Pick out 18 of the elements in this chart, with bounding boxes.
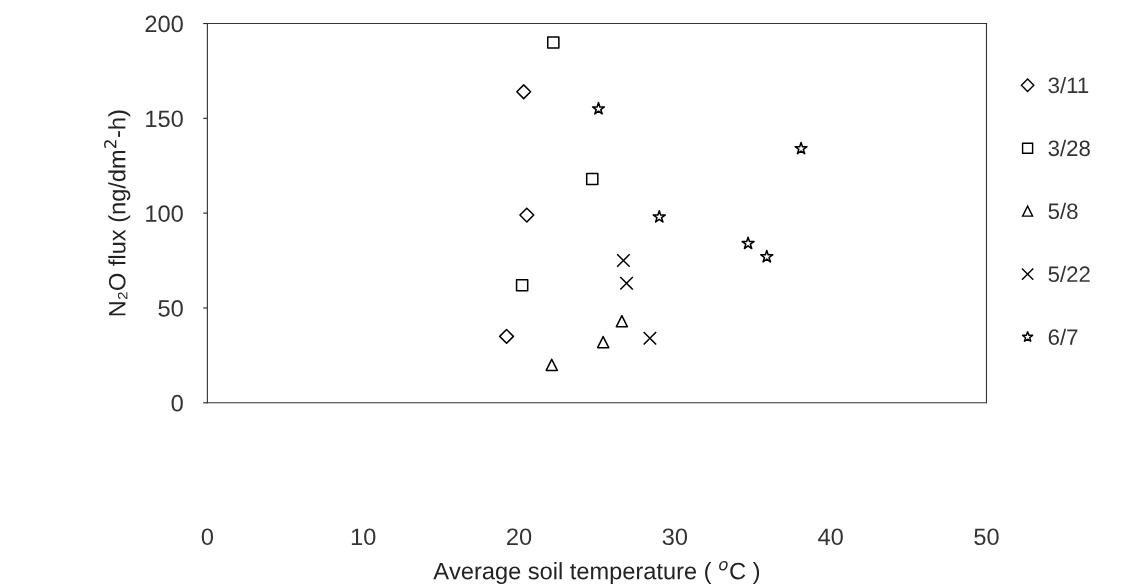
y-tick-label: 50 xyxy=(158,300,183,317)
x-axis-title: Average soil temperature ( $^{o}$C ) xyxy=(433,560,760,585)
x-tick-label: 30 xyxy=(662,528,688,546)
y-tick-label: 0 xyxy=(171,394,183,412)
legend-label: 3/28 xyxy=(1048,139,1090,157)
x-tick-label: 10 xyxy=(351,528,376,546)
legend-label: 5/22 xyxy=(1048,265,1090,283)
legend-label: 6/7 xyxy=(1048,328,1078,345)
legend-label: 3/11 xyxy=(1048,76,1089,94)
y-axis-title: N₂O flux (ng/dm$^{2}$-h) xyxy=(104,110,131,316)
x-tick-label: 0 xyxy=(201,528,214,546)
x-tick-label: 50 xyxy=(974,528,999,546)
y-tick-label: 150 xyxy=(146,110,183,128)
y-tick-label: 200 xyxy=(145,15,183,33)
y-tick-label: 100 xyxy=(146,205,183,222)
x-tick-label: 20 xyxy=(507,528,532,546)
legend-label: 5/8 xyxy=(1048,202,1078,220)
x-tick-label: 40 xyxy=(818,528,843,546)
